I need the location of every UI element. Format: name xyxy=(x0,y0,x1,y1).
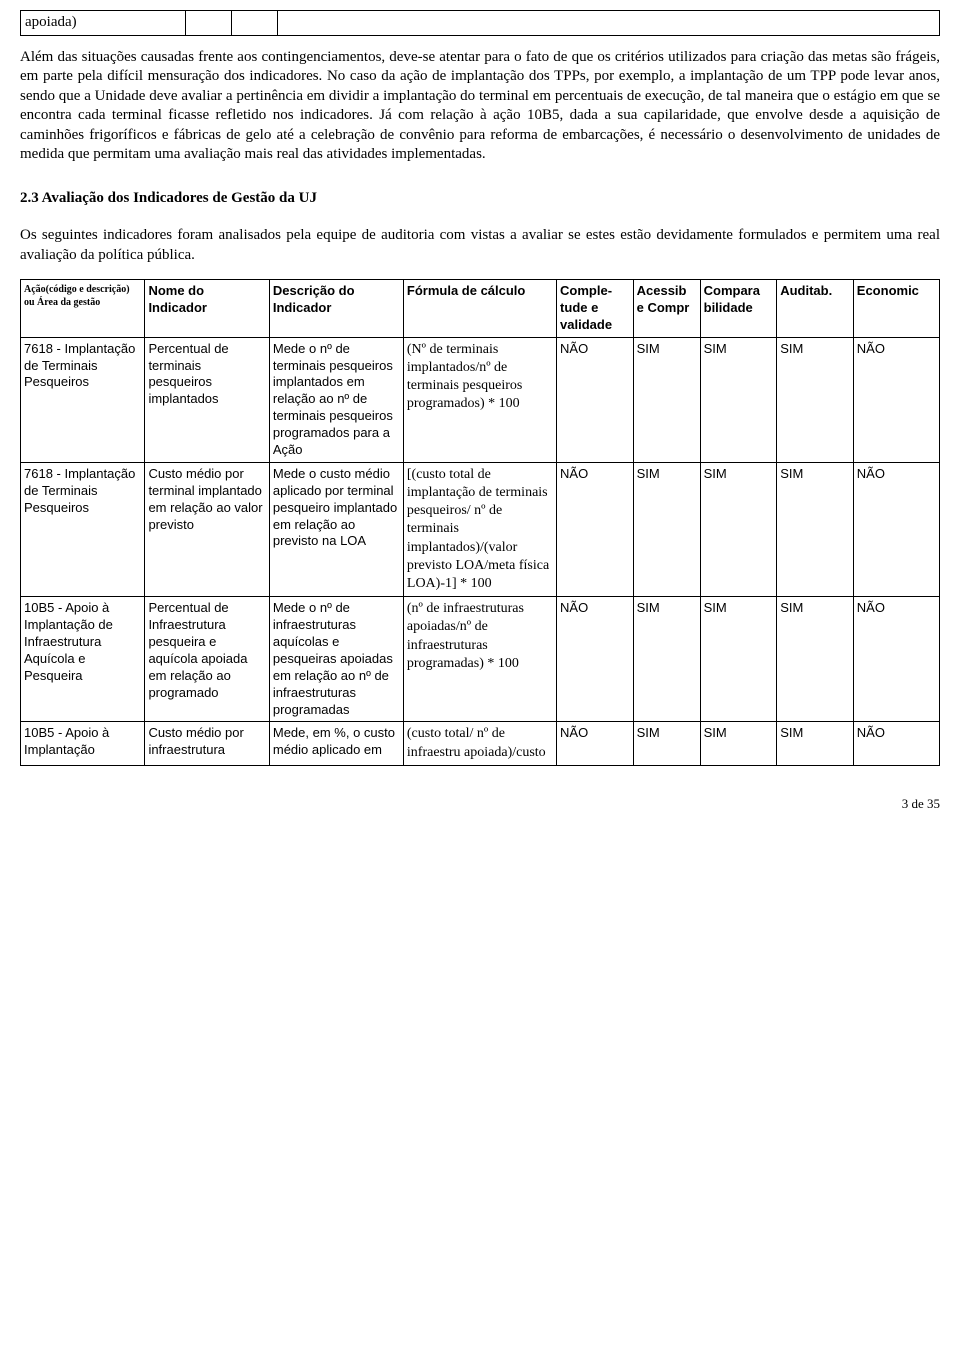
cell-auditab: SIM xyxy=(777,462,854,596)
cell-formula: (nº de infraestruturas apoiadas/nº de in… xyxy=(403,597,556,722)
indicators-table: Ação(código e descrição) ou Área da gest… xyxy=(20,279,940,766)
cell-compara: SIM xyxy=(700,337,777,462)
cell-nome: Percentual de Infraestrutura pesqueira e… xyxy=(145,597,269,722)
table-row: 7618 - Implantação de Terminais Pesqueir… xyxy=(21,462,940,596)
cell-acao: 10B5 - Apoio à Implantação de Infraestru… xyxy=(21,597,145,722)
cell-acessib: SIM xyxy=(633,337,700,462)
cell-auditab: SIM xyxy=(777,337,854,462)
top-cell-text: apoiada) xyxy=(21,11,186,36)
cell-desc: Mede o nº de infraestruturas aquícolas e… xyxy=(269,597,403,722)
cell-nome: Percentual de terminais pesqueiros impla… xyxy=(145,337,269,462)
cell-economic: NÃO xyxy=(853,337,939,462)
table-header-row: Ação(código e descrição) ou Área da gest… xyxy=(21,280,940,338)
cell-completude: NÃO xyxy=(557,722,634,765)
th-formula: Fórmula de cálculo xyxy=(403,280,556,338)
th-economic: Economic xyxy=(853,280,939,338)
section-heading: 2.3 Avaliação dos Indicadores de Gestão … xyxy=(20,189,940,209)
cell-auditab: SIM xyxy=(777,722,854,765)
cell-economic: NÃO xyxy=(853,597,939,722)
th-completude: Comple-tude e validade xyxy=(557,280,634,338)
cell-compara: SIM xyxy=(700,462,777,596)
cell-desc: Mede, em %, o custo médio aplicado em xyxy=(269,722,403,765)
cell-economic: NÃO xyxy=(853,462,939,596)
top-fragment-table: apoiada) xyxy=(20,10,940,36)
cell-nome: Custo médio por infraestrutura xyxy=(145,722,269,765)
top-cell-empty xyxy=(278,11,940,36)
cell-completude: NÃO xyxy=(557,462,634,596)
cell-completude: NÃO xyxy=(557,597,634,722)
th-acessib: Acessib e Compr xyxy=(633,280,700,338)
cell-nome: Custo médio por terminal implantado em r… xyxy=(145,462,269,596)
th-compara: Compara bilidade xyxy=(700,280,777,338)
top-cell-empty xyxy=(186,11,232,36)
cell-acessib: SIM xyxy=(633,462,700,596)
cell-acessib: SIM xyxy=(633,722,700,765)
paragraph-1: Além das situações causadas frente aos c… xyxy=(20,48,940,165)
cell-completude: NÃO xyxy=(557,337,634,462)
cell-desc: Mede o custo médio aplicado por terminal… xyxy=(269,462,403,596)
cell-auditab: SIM xyxy=(777,597,854,722)
cell-acao: 7618 - Implantação de Terminais Pesqueir… xyxy=(21,462,145,596)
cell-acao: 10B5 - Apoio à Implantação xyxy=(21,722,145,765)
table-row: 10B5 - Apoio à Implantação de Infraestru… xyxy=(21,597,940,722)
table-row: 7618 - Implantação de Terminais Pesqueir… xyxy=(21,337,940,462)
cell-compara: SIM xyxy=(700,597,777,722)
cell-desc: Mede o nº de terminais pesqueiros implan… xyxy=(269,337,403,462)
cell-formula: (custo total/ nº de infraestru apoiada)/… xyxy=(403,722,556,765)
table-row: 10B5 - Apoio à Implantação Custo médio p… xyxy=(21,722,940,765)
cell-formula: (Nº de terminais implantados/nº de termi… xyxy=(403,337,556,462)
paragraph-2: Os seguintes indicadores foram analisado… xyxy=(20,226,940,265)
cell-compara: SIM xyxy=(700,722,777,765)
th-nome: Nome do Indicador xyxy=(145,280,269,338)
th-acao: Ação(código e descrição) ou Área da gest… xyxy=(21,280,145,338)
cell-economic: NÃO xyxy=(853,722,939,765)
cell-acessib: SIM xyxy=(633,597,700,722)
cell-formula: [(custo total de implantação de terminai… xyxy=(403,462,556,596)
cell-acao: 7618 - Implantação de Terminais Pesqueir… xyxy=(21,337,145,462)
th-auditab: Auditab. xyxy=(777,280,854,338)
top-cell-empty xyxy=(232,11,278,36)
page-footer: 3 de 35 xyxy=(20,796,940,813)
th-desc: Descrição do Indicador xyxy=(269,280,403,338)
